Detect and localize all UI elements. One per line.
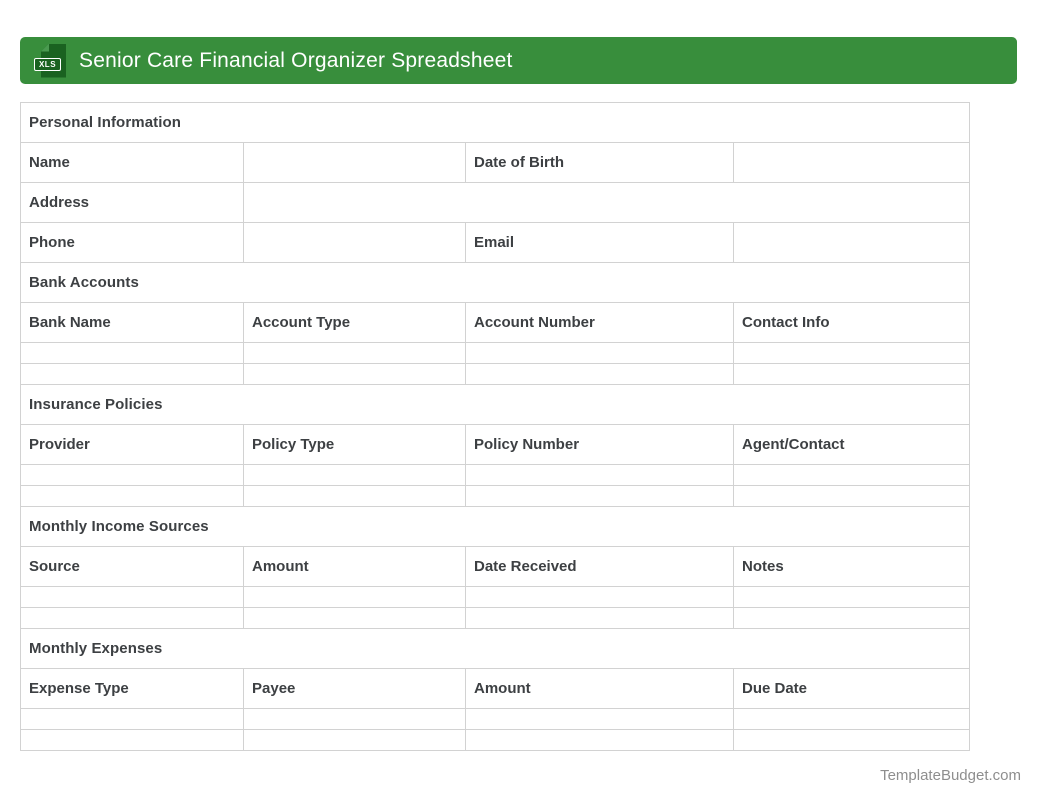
- label-date-of-birth: Date of Birth: [465, 142, 734, 183]
- col-header-expense-type: Expense Type: [20, 668, 244, 709]
- column-header-row: Expense Type Payee Amount Due Date: [20, 668, 971, 709]
- section-title-monthly-income-sources: Monthly Income Sources: [19, 506, 971, 547]
- table-row: Phone Email: [20, 222, 971, 263]
- empty-cell: [465, 485, 734, 507]
- section-row-monthly-income-sources: Monthly Income Sources: [19, 506, 971, 547]
- empty-data-row: [20, 464, 971, 486]
- section-title-bank-accounts: Bank Accounts: [19, 262, 971, 303]
- empty-cell: [465, 607, 734, 629]
- empty-cell: [243, 729, 466, 751]
- empty-cell: [465, 586, 734, 608]
- cell-address-value: [242, 182, 971, 223]
- section-row-personal-information: Personal Information: [19, 102, 971, 143]
- empty-cell: [732, 342, 971, 364]
- empty-cell: [20, 464, 244, 486]
- empty-data-row: [20, 342, 971, 364]
- empty-cell: [20, 586, 244, 608]
- col-header-source: Source: [20, 546, 244, 587]
- col-header-provider: Provider: [20, 424, 244, 465]
- empty-data-row: [20, 708, 971, 730]
- column-header-row: Provider Policy Type Policy Number Agent…: [20, 424, 971, 465]
- empty-cell: [465, 464, 734, 486]
- col-header-notes: Notes: [732, 546, 971, 587]
- column-header-row: Source Amount Date Received Notes: [20, 546, 971, 587]
- empty-cell: [243, 708, 466, 730]
- col-header-due-date: Due Date: [732, 668, 971, 709]
- file-fold-corner: [41, 43, 49, 52]
- empty-cell: [732, 729, 971, 751]
- empty-cell: [20, 708, 244, 730]
- table-row: Name Date of Birth: [20, 142, 971, 183]
- col-header-agent-contact: Agent/Contact: [732, 424, 971, 465]
- empty-data-row: [20, 586, 971, 608]
- empty-cell: [243, 485, 466, 507]
- empty-cell: [732, 464, 971, 486]
- section-row-bank-accounts: Bank Accounts: [19, 262, 971, 303]
- empty-cell: [243, 342, 466, 364]
- cell-email-value: [732, 222, 971, 263]
- col-header-policy-number: Policy Number: [465, 424, 734, 465]
- organizer-table: Personal Information Name Date of Birth …: [19, 102, 971, 751]
- table-row: Address: [20, 182, 971, 223]
- empty-data-row: [20, 729, 971, 751]
- col-header-policy-type: Policy Type: [243, 424, 466, 465]
- empty-cell: [732, 586, 971, 608]
- label-phone: Phone: [20, 222, 244, 263]
- xls-badge: XLS: [34, 57, 61, 71]
- section-title-monthly-expenses: Monthly Expenses: [19, 628, 971, 669]
- label-email: Email: [465, 222, 734, 263]
- page-title: Senior Care Financial Organizer Spreadsh…: [79, 48, 513, 72]
- cell-name-value: [243, 142, 466, 183]
- empty-cell: [732, 607, 971, 629]
- empty-cell: [243, 586, 466, 608]
- empty-cell: [20, 363, 244, 385]
- empty-cell: [465, 342, 734, 364]
- empty-data-row: [20, 363, 971, 385]
- col-header-expense-amount: Amount: [465, 668, 734, 709]
- empty-cell: [732, 485, 971, 507]
- empty-cell: [20, 729, 244, 751]
- col-header-contact-info: Contact Info: [732, 302, 971, 343]
- label-address: Address: [20, 182, 244, 223]
- cell-phone-value: [243, 222, 466, 263]
- empty-cell: [20, 342, 244, 364]
- cell-date-of-birth-value: [732, 142, 971, 183]
- empty-data-row: [20, 607, 971, 629]
- col-header-payee: Payee: [243, 668, 466, 709]
- col-header-bank-name: Bank Name: [20, 302, 244, 343]
- empty-cell: [465, 363, 734, 385]
- col-header-account-type: Account Type: [243, 302, 466, 343]
- title-bar: XLS Senior Care Financial Organizer Spre…: [20, 37, 1017, 84]
- section-row-insurance-policies: Insurance Policies: [19, 384, 971, 425]
- empty-cell: [732, 363, 971, 385]
- section-row-monthly-expenses: Monthly Expenses: [19, 628, 971, 669]
- column-header-row: Bank Name Account Type Account Number Co…: [20, 302, 971, 343]
- section-title-personal-information: Personal Information: [19, 102, 971, 143]
- label-name: Name: [20, 142, 244, 183]
- empty-cell: [465, 729, 734, 751]
- col-header-date-received: Date Received: [465, 546, 734, 587]
- empty-cell: [732, 708, 971, 730]
- empty-cell: [243, 363, 466, 385]
- section-title-insurance-policies: Insurance Policies: [19, 384, 971, 425]
- footer-credit: TemplateBudget.com: [880, 767, 1021, 784]
- empty-cell: [465, 708, 734, 730]
- empty-cell: [20, 607, 244, 629]
- col-header-amount: Amount: [243, 546, 466, 587]
- empty-cell: [243, 607, 466, 629]
- xls-file-icon: XLS: [34, 43, 66, 78]
- empty-data-row: [20, 485, 971, 507]
- col-header-account-number: Account Number: [465, 302, 734, 343]
- empty-cell: [243, 464, 466, 486]
- empty-cell: [20, 485, 244, 507]
